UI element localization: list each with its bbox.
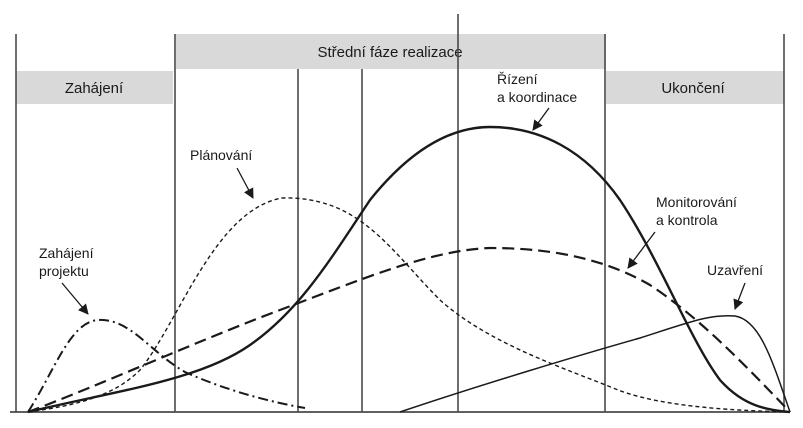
arrow-monitoring xyxy=(627,231,656,269)
label-initiation-line2: projektu xyxy=(39,263,89,279)
label-initiation-line1: Zahájení xyxy=(39,245,94,261)
label-planning: Plánování xyxy=(190,147,252,163)
curve-initiation xyxy=(27,318,306,413)
phase-label-middle: Střední fáze realizace xyxy=(317,44,462,61)
phase-band-start xyxy=(16,71,173,104)
arrow-closing xyxy=(733,282,746,310)
arrow-planning xyxy=(236,167,254,199)
curve-monitoring xyxy=(27,246,791,414)
label-execution-line1: Řízení xyxy=(497,71,538,87)
arrow-execution xyxy=(532,107,550,131)
label-monitoring-line1: Monitorování xyxy=(656,194,737,210)
phase-band-middle xyxy=(176,34,606,69)
curve-closing xyxy=(399,314,791,413)
curve-execution xyxy=(27,125,791,414)
label-closing: Uzavření xyxy=(707,262,763,278)
phase-label-start: Zahájení xyxy=(65,80,124,97)
label-monitoring-line2: a kontrola xyxy=(656,212,718,228)
curve-planning xyxy=(27,197,791,413)
phase-label-end: Ukončení xyxy=(661,80,725,97)
phase-band-end xyxy=(606,71,784,104)
arrow-initiation xyxy=(61,282,89,315)
label-execution-line2: a koordinace xyxy=(497,89,577,105)
